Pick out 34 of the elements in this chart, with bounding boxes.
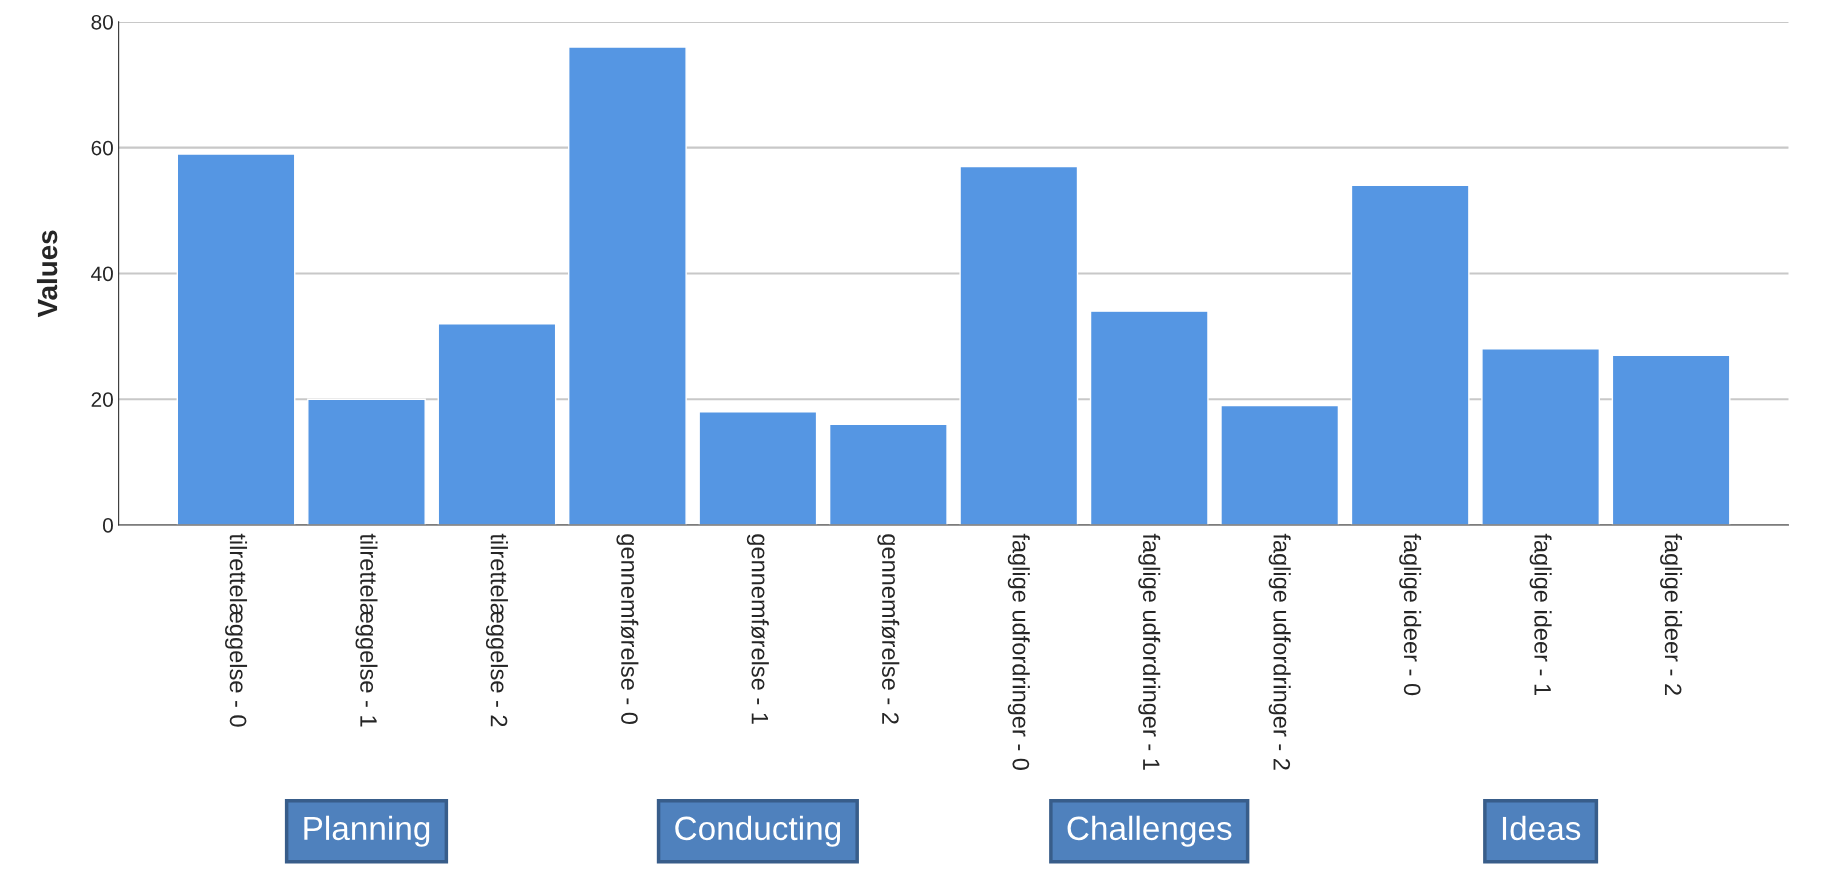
text: Ideas — [1502, 815, 1581, 841]
bar — [828, 423, 948, 525]
x-tick-label: gennemførelse - 0 — [616, 534, 639, 725]
x-tick-label: tilrettelæggelse - 0 — [225, 533, 248, 727]
bar — [1350, 184, 1470, 525]
x-tick-label: tilrettelæggelse - 2 — [485, 533, 508, 727]
bar — [959, 165, 1079, 525]
bar — [176, 153, 296, 525]
x-tick-label: faglige ideer - 1 — [1529, 533, 1552, 695]
x-tick-label: gennemførelse - 1 — [746, 534, 769, 724]
x-tick-label: faglige udfordringer - 2 — [1268, 533, 1291, 770]
x-tick-label: faglige udfordringer - 0 — [1007, 533, 1030, 770]
y-tick-label: 40 — [91, 266, 113, 282]
bar — [1089, 310, 1209, 525]
x-tick-label: faglige ideer - 0 — [1399, 533, 1422, 696]
text: Planning — [304, 815, 430, 847]
bar — [1481, 348, 1601, 525]
text: Conducting — [675, 815, 841, 847]
y-tick-label: 60 — [91, 140, 113, 156]
y-tick-label: 0 — [102, 518, 113, 533]
bar — [568, 46, 687, 525]
bar — [1611, 354, 1731, 525]
bar — [1220, 404, 1340, 525]
x-tick-label: tilrettelæggelse - 1 — [355, 533, 378, 727]
y-tick-label: 20 — [91, 392, 113, 407]
bar — [307, 398, 426, 525]
x-tick-label: gennemførelse - 2 — [877, 534, 900, 724]
x-tick-label: faglige ideer - 2 — [1660, 533, 1683, 695]
bar — [698, 411, 818, 525]
x-tick-label: faglige udfordringer - 1 — [1138, 533, 1161, 770]
y-tick-label: 80 — [91, 14, 113, 30]
text: Challenges — [1067, 815, 1232, 847]
y-axis-title: Values — [36, 230, 58, 318]
bar — [437, 323, 557, 525]
